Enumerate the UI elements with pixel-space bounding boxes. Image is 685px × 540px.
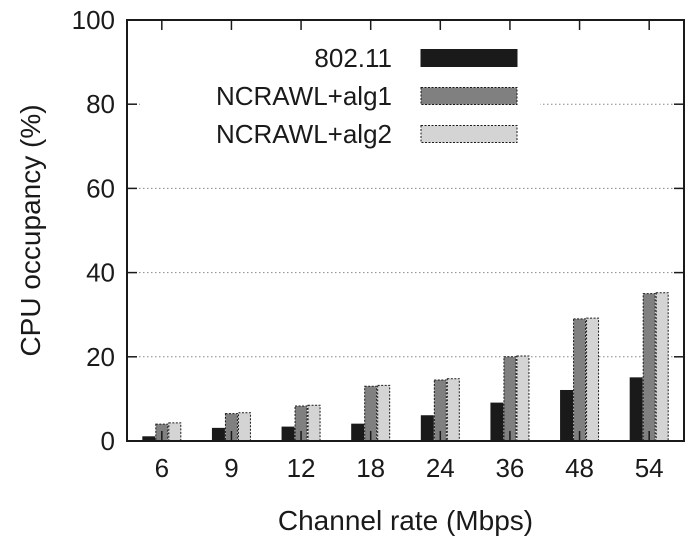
bar-ncrawl-alg2 [168,422,182,442]
bar-802-11 [281,426,295,442]
x-tick-label: 12 [287,453,316,483]
y-tick-label: 80 [86,89,115,119]
y-tick-label: 0 [101,426,115,456]
bar-ncrawl-alg2 [446,378,460,442]
legend-swatch [420,125,518,143]
legend-swatch [420,87,518,105]
y-tick-label: 20 [86,342,115,372]
bar-802-11 [351,423,365,442]
x-axis-ticks: 6 9 12 18 24 36 48 54 [155,20,664,483]
bar-ncrawl-alg1 [503,356,517,442]
y-tick-label: 40 [86,258,115,288]
bar-802-11 [560,389,574,442]
y-tick-label: 60 [86,173,115,203]
x-tick-label: 48 [565,453,594,483]
y-axis-title: CPU occupancy (%) [15,104,46,356]
bar-ncrawl-alg2 [237,412,251,442]
bar-ncrawl-alg2 [307,404,321,442]
bar-ncrawl-alg1 [224,413,238,442]
bar-802-11 [629,377,643,442]
bar-ncrawl-alg1 [364,385,378,442]
bars [142,292,669,442]
x-tick-label: 6 [155,453,169,483]
legend-label: NCRAWL+alg2 [216,119,392,149]
bar-802-11 [420,415,434,442]
legend-swatch [420,49,518,67]
x-tick-label: 54 [635,453,664,483]
x-tick-label: 24 [426,453,455,483]
bar-ncrawl-alg1 [433,379,447,442]
y-axis-ticks: 0 20 40 60 80 100 [72,5,684,456]
bar-ncrawl-alg2 [516,355,530,442]
bar-ncrawl-alg1 [573,318,587,442]
x-tick-label: 36 [495,453,524,483]
bar-802-11 [211,427,225,442]
x-tick-label: 9 [224,453,238,483]
bar-ncrawl-alg2 [377,384,391,442]
y-tick-label: 100 [72,5,115,35]
legend-label: 802.11 [314,43,392,73]
bar-ncrawl-alg2 [586,317,600,442]
bar-ncrawl-alg2 [655,292,669,442]
bar-ncrawl-alg1 [642,293,656,442]
bar-802-11 [490,402,504,442]
x-tick-label: 18 [356,453,385,483]
plot-frame [126,19,685,442]
legend: 802.11 NCRAWL+alg1 NCRAWL+alg2 [140,37,540,152]
legend-label: NCRAWL+alg1 [216,81,392,111]
x-axis-title: Channel rate (Mbps) [278,505,533,536]
